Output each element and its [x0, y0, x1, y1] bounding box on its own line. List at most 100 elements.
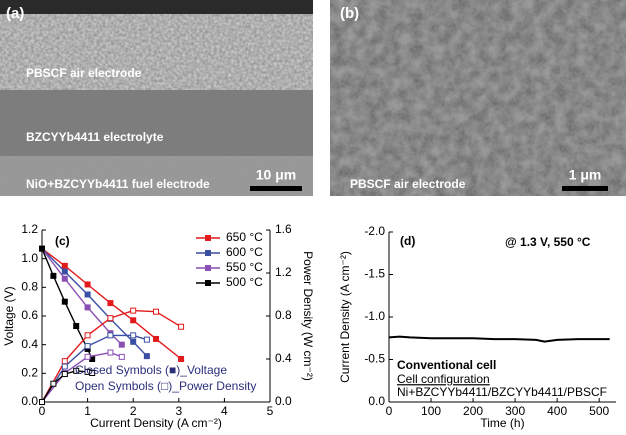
annotation: Closed Symbols (■)_Voltage — [75, 363, 227, 377]
data-point — [61, 275, 68, 282]
data-point — [61, 298, 68, 305]
x-tick-label: 3 — [175, 404, 182, 418]
y2-axis-title: Power Density (W cm⁻²) — [301, 251, 315, 381]
data-point — [61, 358, 68, 365]
y-tick-label: -1.5 — [364, 267, 385, 281]
y-tick-label: -0.5 — [364, 352, 385, 366]
layer-label: BZCYYb4411 electrolyte — [26, 130, 164, 144]
x-tick-label: 200 — [463, 404, 483, 418]
scale-bar-label: 1 μm — [569, 167, 602, 183]
y-tick-label: 0.4 — [21, 337, 38, 351]
data-point — [178, 323, 185, 330]
annotation: Cell configuration — [397, 372, 490, 386]
y2-tick-label: 1.2 — [275, 265, 292, 279]
legend-marker — [205, 265, 211, 271]
image-label: PBSCF air electrode — [350, 177, 466, 191]
legend-label: 500 °C — [226, 275, 263, 289]
data-point — [153, 335, 159, 342]
series — [39, 245, 125, 348]
x-axis-title: Time (h) — [480, 416, 524, 430]
y-tick-label: -2.0 — [364, 224, 385, 238]
data-point — [39, 399, 45, 405]
y2-tick-label: 1.6 — [275, 222, 292, 236]
annotation: Open Symbols (□)_Power Density — [75, 379, 256, 393]
legend-marker — [205, 280, 211, 286]
data-point — [118, 341, 125, 348]
data-point — [84, 291, 91, 298]
y-tick-label: 1.0 — [21, 251, 38, 265]
data-point — [153, 308, 159, 315]
data-point — [143, 336, 150, 343]
x-tick-label: 500 — [589, 404, 609, 418]
y2-tick-label: 0.8 — [275, 308, 292, 322]
legend-marker — [205, 235, 211, 241]
data-point — [50, 380, 57, 387]
data-point — [61, 268, 68, 275]
y2-tick-label: 0.0 — [275, 394, 292, 408]
data-point — [50, 272, 57, 279]
legend-label: 550 °C — [226, 260, 263, 274]
data-point — [178, 356, 185, 362]
layer-label: PBSCF air electrode — [26, 66, 142, 80]
y-tick-label: 1.2 — [21, 222, 38, 236]
y-axis-title: Current Density (A cm⁻²) — [338, 251, 352, 383]
data-point — [107, 315, 114, 322]
x-tick-label: 0 — [39, 404, 46, 418]
y-tick-label: -1.0 — [364, 309, 385, 323]
series — [39, 367, 96, 405]
data-point — [73, 367, 80, 374]
data-point — [84, 304, 91, 311]
scale-bar — [250, 186, 302, 191]
data-point — [73, 323, 80, 330]
data-point — [84, 343, 91, 350]
data-point — [130, 307, 137, 314]
legend-label: 600 °C — [226, 245, 263, 259]
legend-label: 650 °C — [226, 230, 263, 244]
x-tick-label: 4 — [221, 404, 228, 418]
panel-label: (b) — [340, 5, 359, 22]
x-tick-label: 5 — [267, 404, 274, 418]
chart-title: (d) — [400, 234, 415, 248]
data-point — [130, 317, 137, 324]
data-line — [388, 335, 610, 343]
data-line — [41, 351, 123, 403]
annotation: Conventional cell — [397, 358, 496, 372]
y-tick-label: 0.8 — [21, 280, 38, 294]
series — [39, 245, 185, 362]
data-point — [130, 338, 137, 345]
annotation: Ni+BZCYYb4411/BZCYYb4411/PBSCF — [397, 385, 607, 399]
x-tick-label: 400 — [547, 404, 567, 418]
layer-label: NiO+BZCYYb4411 fuel electrode — [26, 177, 210, 191]
x-tick-label: 100 — [421, 404, 441, 418]
y2-tick-label: 0.4 — [275, 351, 292, 365]
data-point — [61, 262, 68, 269]
data-point — [118, 353, 125, 360]
y-tick-label: 0.2 — [21, 366, 38, 380]
data-point — [61, 363, 68, 370]
data-point — [143, 353, 150, 360]
data-point — [107, 332, 114, 339]
data-point — [84, 332, 91, 339]
sem-image-a: (a) PBSCF air electrode BZCYYb4411 elect… — [0, 0, 313, 196]
x-tick-label: 2 — [130, 404, 137, 418]
y-axis-title: Voltage (V) — [2, 286, 16, 345]
panel-label: (a) — [6, 5, 24, 22]
x-tick-label: 1 — [84, 404, 91, 418]
x-axis-title: Current Density (A cm⁻²) — [90, 416, 222, 430]
y-tick-label: 0.0 — [21, 394, 38, 408]
scale-bar — [562, 186, 608, 191]
data-point — [130, 332, 137, 339]
legend-marker — [205, 250, 211, 256]
series — [39, 349, 125, 405]
y-tick-label: 0.6 — [21, 308, 38, 322]
data-point — [107, 349, 114, 356]
data-point — [89, 369, 96, 376]
y-tick-label: 0.0 — [368, 394, 385, 408]
data-point — [61, 371, 68, 378]
x-tick-label: 300 — [505, 404, 525, 418]
scale-bar-label: 10 μm — [256, 167, 296, 183]
data-point — [84, 353, 91, 360]
data-point — [39, 245, 45, 252]
data-point — [84, 281, 91, 288]
